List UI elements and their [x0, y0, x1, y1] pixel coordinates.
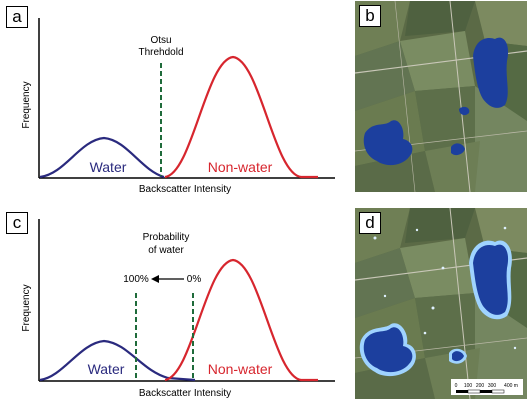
panel-d-label: d [359, 212, 381, 234]
scale-tick-0: 0 [455, 383, 458, 389]
y-axis-label: Frequency [21, 81, 32, 128]
scale-tick-100: 100 [464, 383, 473, 389]
water-body-medium [363, 327, 413, 373]
panel-c-label: c [6, 212, 28, 234]
satellite-map-b [355, 1, 527, 192]
panel-a-label: a [6, 6, 28, 28]
panel-a-chart: Otsu Threhdold Frequency Backscatter Int… [21, 18, 335, 195]
percent-0-label: 0% [187, 274, 202, 285]
water-body-small [451, 143, 465, 156]
water-distribution-curve [39, 339, 196, 382]
scale-tick-400: 400 m [504, 383, 518, 389]
panel-b-label: b [359, 5, 381, 27]
scale-tick-200: 200 [476, 383, 485, 389]
threshold-label-line2: Threhdold [138, 47, 183, 58]
probability-label-line1: Probability [143, 232, 190, 243]
nonwater-label: Non-water [208, 159, 273, 175]
nonwater-distribution-curve [164, 55, 318, 179]
panel-c-chart: Probability of water 100% 0% Frequency B… [21, 219, 335, 399]
arrow-left-icon [151, 275, 159, 283]
y-axis-label: Frequency [21, 284, 32, 331]
nonwater-distribution-curve [164, 258, 318, 382]
water-body-small [452, 351, 464, 362]
water-body-large [473, 244, 509, 315]
satellite-image-b [355, 1, 527, 192]
water-distribution-curve [39, 136, 165, 179]
satellite-map-d: 0 100 200 300 400 m [355, 208, 527, 399]
probability-label-line2: of water [148, 245, 184, 256]
water-label: Water [90, 159, 127, 175]
water-body-pond [459, 106, 470, 116]
threshold-label-line1: Otsu [150, 35, 171, 46]
x-axis-label: Backscatter Intensity [139, 388, 231, 399]
nonwater-label: Non-water [208, 361, 273, 377]
scale-tick-300: 300 [488, 383, 497, 389]
satellite-image-d: 0 100 200 300 400 m [355, 208, 527, 399]
water-label: Water [88, 361, 125, 377]
water-body-medium [363, 120, 413, 166]
percent-100-label: 100% [123, 274, 149, 285]
water-body-large [473, 37, 509, 108]
x-axis-label: Backscatter Intensity [139, 184, 231, 195]
